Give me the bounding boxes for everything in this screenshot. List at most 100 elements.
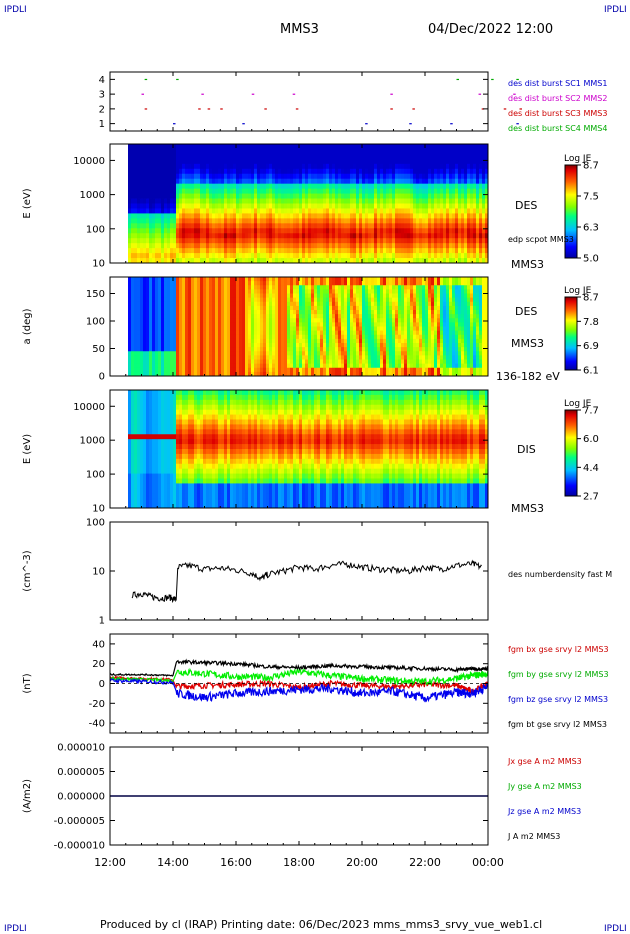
des_energy-cell xyxy=(236,213,240,219)
des_energy-cell xyxy=(404,223,408,229)
des_pitch-cell xyxy=(341,371,345,377)
des_pitch-cell xyxy=(368,285,372,290)
des_energy-cell xyxy=(191,148,195,155)
des_pitch-cell xyxy=(326,371,330,377)
des_energy-cell xyxy=(422,213,426,219)
des_pitch-cell xyxy=(311,301,315,307)
des_energy-cell xyxy=(215,213,219,219)
des_pitch-cell xyxy=(302,289,306,294)
des_pitch-cell xyxy=(386,277,390,282)
des_pitch-cell xyxy=(149,330,153,336)
des_energy-cell xyxy=(170,218,174,224)
des_pitch-cell xyxy=(344,322,348,327)
des_energy-cell xyxy=(134,258,138,264)
des_pitch-cell xyxy=(326,318,330,323)
des_energy-cell xyxy=(473,163,477,170)
des_pitch-cell xyxy=(239,363,243,369)
des_energy-cell xyxy=(146,243,150,249)
des_energy-cell xyxy=(275,243,279,249)
des_pitch-cell xyxy=(275,318,279,323)
des_pitch-cell xyxy=(383,285,387,290)
des_energy-cell xyxy=(227,258,231,264)
des_energy-cell xyxy=(227,178,231,185)
des_energy-cell xyxy=(269,248,273,254)
des_pitch-cell xyxy=(389,310,393,315)
des_pitch-cell xyxy=(326,355,330,360)
des_pitch-cell xyxy=(305,285,309,290)
des_pitch-cell xyxy=(371,326,375,332)
des_pitch-cell xyxy=(176,314,180,319)
des_energy-cell xyxy=(485,198,489,204)
des_energy-cell xyxy=(320,228,324,234)
des_energy-cell xyxy=(233,258,237,264)
des_pitch-cell xyxy=(326,310,330,315)
des_pitch-cell xyxy=(206,330,210,336)
des_energy-cell xyxy=(353,173,357,180)
des_energy-cell xyxy=(356,188,360,194)
des_pitch-cell xyxy=(179,347,183,352)
des_energy-cell xyxy=(149,148,153,155)
des_pitch-spectrogram xyxy=(128,277,489,377)
des_pitch-cell xyxy=(365,355,369,360)
des_pitch-cell xyxy=(185,363,189,369)
des_energy-cell xyxy=(143,193,147,199)
des_energy-cell xyxy=(182,153,186,160)
des_pitch-cell xyxy=(212,363,216,369)
des_energy-cell xyxy=(473,228,477,234)
des_energy-cell xyxy=(161,153,165,160)
des_energy-cell xyxy=(350,218,354,224)
des_pitch-cell xyxy=(365,334,369,340)
des_energy-cell xyxy=(467,248,471,254)
des_energy-cell xyxy=(242,218,246,224)
des_pitch-cell xyxy=(218,277,222,282)
des_pitch-cell xyxy=(272,338,276,344)
des_energy-cell xyxy=(284,173,288,180)
des_pitch-cell xyxy=(143,338,147,344)
des_energy-cell xyxy=(176,198,180,204)
des_energy-cell xyxy=(275,203,279,209)
des_energy-cell xyxy=(437,213,441,219)
des_pitch-cell xyxy=(197,338,201,344)
des_energy-cell xyxy=(227,198,231,204)
des_energy-cell xyxy=(425,258,429,264)
des_pitch-cell xyxy=(233,326,237,332)
des_pitch-cell xyxy=(263,301,267,307)
des_energy-cell xyxy=(140,228,144,234)
des_energy-cell xyxy=(317,238,321,244)
des_energy-cell xyxy=(359,144,363,150)
des_pitch-cell xyxy=(353,351,357,356)
des_energy-cell xyxy=(392,218,396,224)
des_energy-cell xyxy=(410,223,414,229)
des_pitch-cell xyxy=(263,363,267,369)
des_energy-cell xyxy=(446,218,450,224)
des_energy-cell xyxy=(407,208,411,214)
des_energy-cell xyxy=(428,193,432,199)
des_energy-cell xyxy=(476,233,480,239)
des_energy-cell xyxy=(215,248,219,254)
des_energy-cell xyxy=(188,158,192,165)
des_energy-cell xyxy=(383,144,387,150)
des_pitch-cell xyxy=(161,318,165,323)
des_pitch-cell xyxy=(269,318,273,323)
des_pitch-cell xyxy=(215,314,219,319)
des_energy-cell xyxy=(443,213,447,219)
des_pitch-cell xyxy=(380,281,384,286)
des_pitch-cell xyxy=(260,355,264,360)
des_pitch-cell xyxy=(356,326,360,332)
des_energy-cell xyxy=(335,233,339,239)
des_energy-cell xyxy=(131,148,135,155)
des_energy-cell xyxy=(221,148,225,155)
des_energy-cell xyxy=(278,228,282,234)
des_pitch-cell xyxy=(380,338,384,344)
des_pitch-cell xyxy=(134,301,138,307)
des_energy-cell xyxy=(170,243,174,249)
des_energy-cell xyxy=(323,243,327,249)
des_pitch-cell xyxy=(287,297,291,303)
des_energy-cell xyxy=(308,144,312,150)
des_energy-cell xyxy=(134,144,138,150)
des_pitch-cell xyxy=(215,367,219,373)
des_energy-cell xyxy=(215,178,219,185)
des_energy-cell xyxy=(386,144,390,150)
des_pitch-cell xyxy=(365,326,369,332)
des_energy-cell xyxy=(134,203,138,209)
